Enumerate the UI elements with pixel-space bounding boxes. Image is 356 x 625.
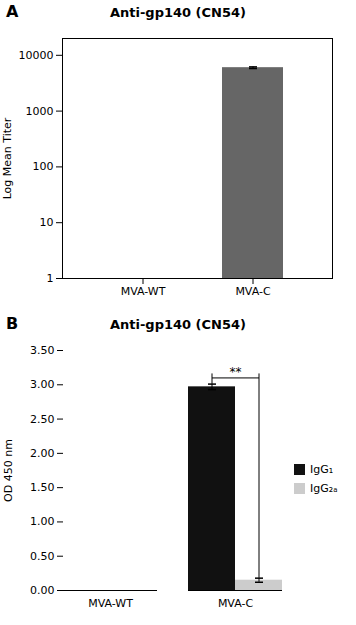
svg-text:3.50: 3.50 xyxy=(30,344,55,357)
svg-text:**: ** xyxy=(230,365,242,379)
html-text:A: A xyxy=(6,2,19,21)
svg-text:10000: 10000 xyxy=(19,49,54,62)
svg-text:1000: 1000 xyxy=(26,105,54,118)
svg-text:1: 1 xyxy=(47,272,54,285)
svg-text:2.00: 2.00 xyxy=(30,447,55,460)
svg-text:3.00: 3.00 xyxy=(30,378,55,391)
svg-text:1.50: 1.50 xyxy=(30,481,55,494)
svg-text:100: 100 xyxy=(33,160,54,173)
svg-text:MVA-WT: MVA-WT xyxy=(88,597,133,610)
svg-text:0.50: 0.50 xyxy=(30,550,55,563)
svg-text:Log Mean Titer: Log Mean Titer xyxy=(1,117,14,199)
svg-text:1.00: 1.00 xyxy=(30,515,55,528)
svg-text:MVA-C: MVA-C xyxy=(218,597,254,610)
svg-text:10: 10 xyxy=(40,216,54,229)
svg-text:MVA-WT: MVA-WT xyxy=(121,285,166,298)
svg-text:0.00: 0.00 xyxy=(30,584,55,597)
html-text:IgG₁: IgG₁ xyxy=(310,463,334,476)
html-text:Anti-gp140 (CN54): Anti-gp140 (CN54) xyxy=(110,317,246,332)
html-text:B: B xyxy=(6,314,19,333)
html-text:Anti-gp140 (CN54): Anti-gp140 (CN54) xyxy=(110,5,246,20)
svg-text:2.50: 2.50 xyxy=(30,413,55,426)
svg-text:OD 450 nm: OD 450 nm xyxy=(2,439,15,502)
html-text:IgG₂ₐ: IgG₂ₐ xyxy=(310,482,338,495)
svg-text:MVA-C: MVA-C xyxy=(235,285,271,298)
